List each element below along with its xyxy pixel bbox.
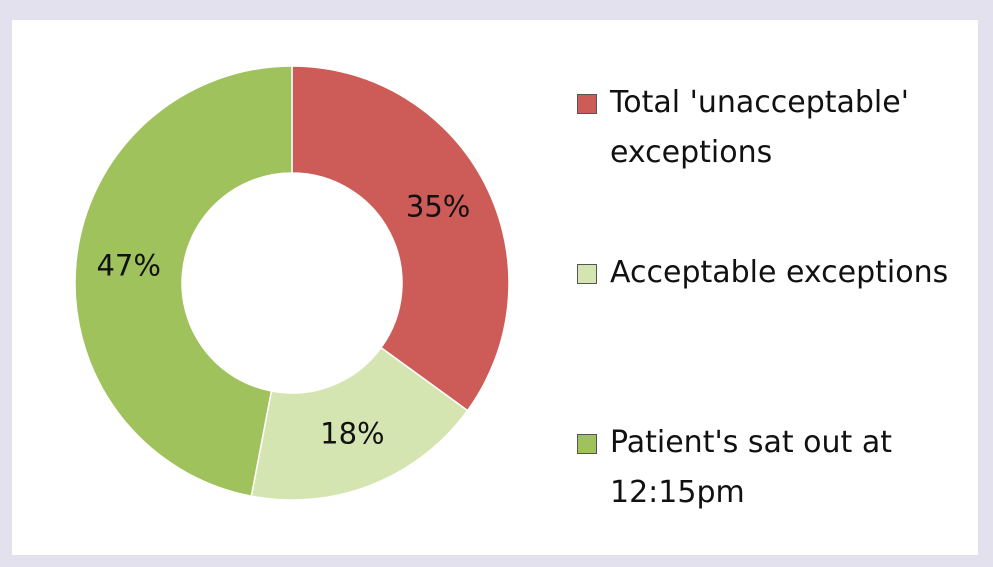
legend-label: Acceptable exceptions (610, 255, 949, 290)
slice-label: 18% (320, 416, 384, 450)
legend-swatch (577, 264, 597, 284)
legend-swatch (577, 434, 597, 454)
donut-slice (250, 346, 469, 501)
chart: 35% 18% 47% (74, 65, 510, 501)
legend-label: Total 'unacceptable' exceptions (610, 85, 909, 170)
slice-label: 47% (96, 249, 160, 283)
slice-label: 35% (406, 190, 470, 224)
legend-item: Acceptable exceptions (577, 248, 957, 298)
chart-panel: 35% 18% 47% Total 'unacceptable' exception… (12, 20, 978, 555)
legend-item: Patient's sat out at 12:15pm (577, 418, 957, 518)
donut-slice (291, 65, 510, 412)
donut-slice (74, 65, 293, 498)
legend-label: Patient's sat out at 12:15pm (610, 425, 892, 510)
legend-item: Total 'unacceptable' exceptions (577, 78, 957, 178)
legend-swatch (577, 94, 597, 114)
